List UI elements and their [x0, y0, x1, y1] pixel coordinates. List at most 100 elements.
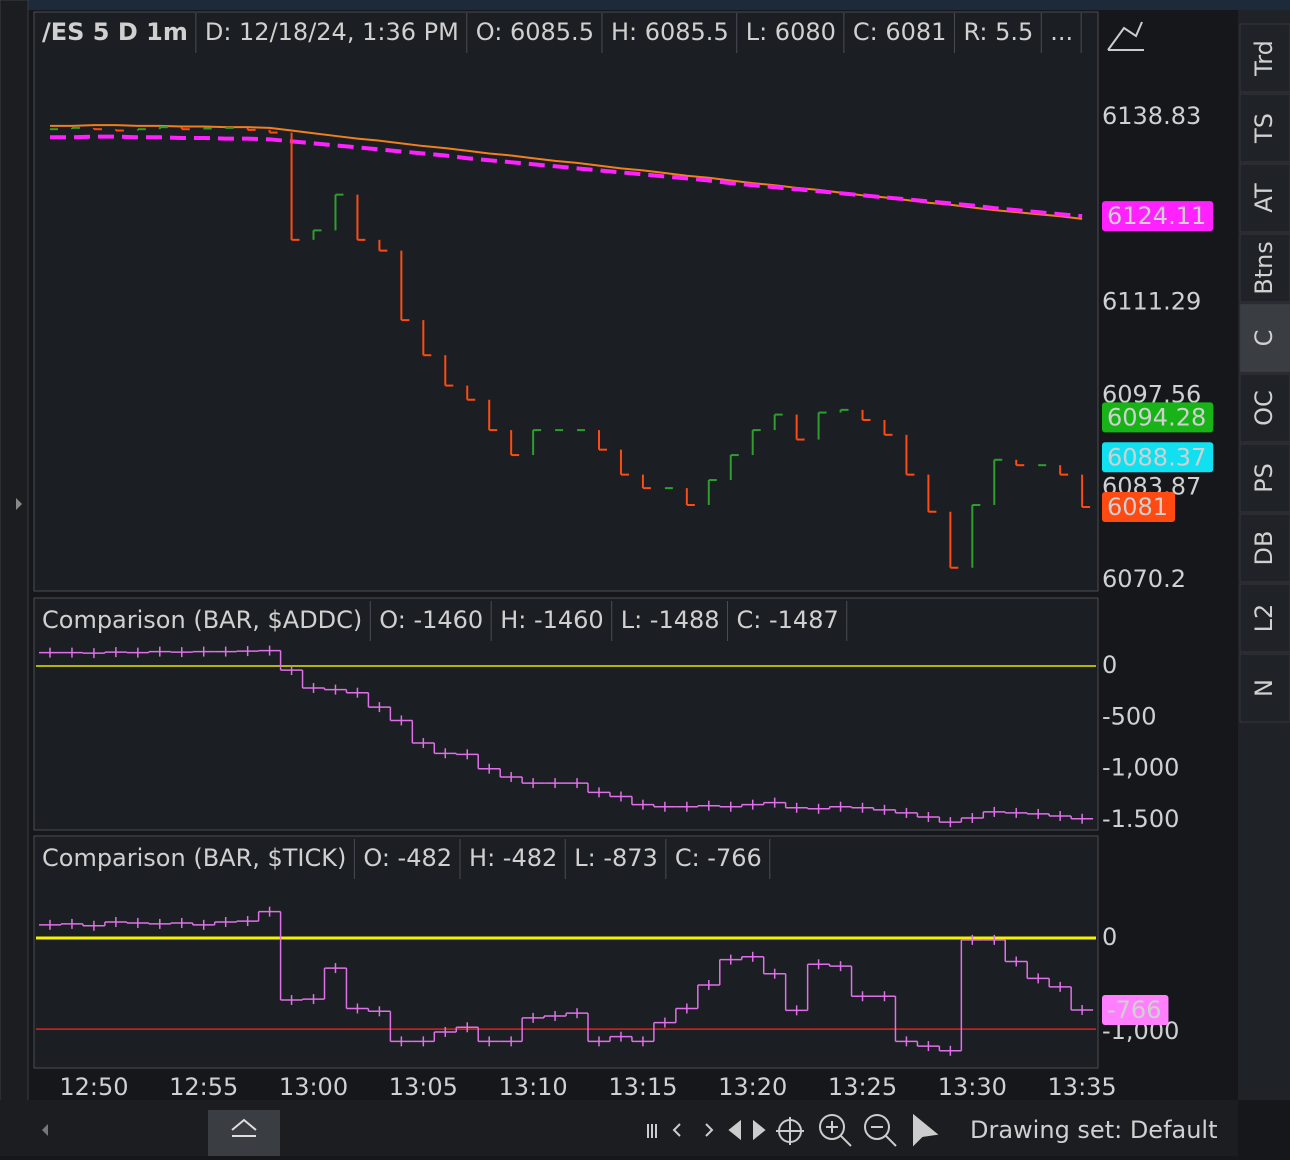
price-bar — [532, 429, 542, 456]
y-tick-label: 6070.2 — [1102, 565, 1186, 593]
side-tab[interactable] — [1239, 163, 1290, 233]
price-bar — [70, 126, 80, 130]
price-badge — [1102, 402, 1214, 433]
panel-field: O: -1460 — [379, 606, 483, 634]
price-bar — [1059, 465, 1069, 476]
price-bar — [1081, 474, 1091, 509]
price-bar — [92, 127, 102, 131]
x-tick-label: 12:50 — [59, 1073, 128, 1101]
right-icon[interactable] — [705, 1123, 714, 1137]
scroll-left[interactable] — [42, 1124, 48, 1136]
side-tab[interactable] — [1239, 303, 1290, 373]
expand-icon[interactable] — [728, 1119, 766, 1141]
price-bar — [751, 429, 761, 456]
jump-icon[interactable] — [231, 1118, 257, 1137]
price-bar — [180, 127, 190, 131]
side-tab[interactable] — [1239, 93, 1290, 163]
header-field: L: 6080 — [746, 18, 836, 46]
pointer-icon[interactable] — [913, 1113, 939, 1147]
price-badge — [1102, 492, 1176, 523]
top-strip — [0, 0, 1290, 10]
price-bar — [641, 474, 651, 490]
y-tick-label: -1,000 — [1102, 754, 1179, 782]
style-icon[interactable] — [1107, 21, 1144, 51]
x-tick-label: 13:00 — [279, 1073, 348, 1101]
price-bar — [598, 430, 607, 451]
price-badge — [1102, 994, 1169, 1025]
panel-field: O: -482 — [363, 844, 452, 872]
side-tab-label[interactable]: DB — [1250, 531, 1278, 566]
zoom-in-icon[interactable] — [819, 1114, 845, 1140]
price-bar — [510, 430, 520, 457]
side-tab[interactable] — [1239, 233, 1290, 303]
price-bar — [488, 399, 498, 432]
price-bar — [905, 434, 915, 476]
moving-average — [50, 134, 1083, 219]
side-tab-label[interactable]: Trd — [1250, 40, 1278, 77]
price-badge-label: -766 — [1107, 996, 1161, 1024]
nav-icons — [647, 1113, 939, 1147]
side-tab-label[interactable]: L2 — [1250, 604, 1278, 633]
side-tab-label[interactable]: C — [1250, 330, 1278, 347]
price-bar — [246, 127, 256, 131]
side-tab-label[interactable]: TS — [1250, 113, 1278, 144]
zoom-out-icon[interactable] — [864, 1114, 890, 1140]
x-tick-label: 13:25 — [828, 1073, 897, 1101]
side-tab[interactable] — [1239, 583, 1290, 653]
header-field: D: 12/18/24, 1:36 PM — [205, 18, 459, 46]
side-tab[interactable] — [1239, 513, 1290, 583]
grip-icon — [647, 1124, 657, 1138]
price-badge — [1102, 201, 1214, 232]
left-icon[interactable] — [672, 1123, 681, 1137]
x-tick-label: 13:30 — [938, 1073, 1007, 1101]
header-field: ... — [1050, 18, 1073, 46]
price-bar — [993, 458, 1003, 505]
bottom-toolbar — [0, 1100, 1238, 1156]
scroll-thumb[interactable] — [208, 1110, 280, 1156]
x-tick-label: 12:55 — [169, 1073, 238, 1101]
price-bar — [444, 355, 454, 387]
header-field: O: 6085.5 — [476, 18, 594, 46]
price-bar — [883, 419, 893, 436]
side-tab-label[interactable]: AT — [1250, 183, 1278, 213]
side-tab-label[interactable]: OC — [1250, 390, 1278, 426]
left-rail — [0, 0, 29, 1157]
price-bar — [202, 127, 212, 130]
side-tab[interactable] — [1239, 23, 1290, 93]
x-tick-label: 13:05 — [389, 1073, 458, 1101]
expand-arrow[interactable] — [16, 498, 22, 510]
side-tab[interactable] — [1239, 373, 1290, 443]
price-bar — [268, 129, 278, 134]
y-tick-label: 0 — [1102, 923, 1117, 951]
panel-title: Comparison (BAR, $TICK) — [42, 844, 346, 872]
side-tab-label[interactable]: N — [1250, 679, 1278, 697]
panel-field: C: -766 — [675, 844, 762, 872]
price-bar — [817, 411, 827, 440]
price-bar — [422, 320, 432, 357]
side-tab[interactable] — [1239, 653, 1290, 723]
x-tick-label: 13:20 — [718, 1073, 787, 1101]
price-badge-label: 6081 — [1107, 493, 1168, 521]
panel-field: L: -873 — [574, 844, 658, 872]
side-tab-label[interactable]: PS — [1250, 463, 1278, 493]
price-bar — [378, 239, 388, 252]
price-bar — [707, 479, 717, 505]
price-bar — [158, 126, 168, 130]
price-panel — [33, 11, 1099, 592]
panel-field: C: -1487 — [737, 606, 839, 634]
side-tab-label[interactable]: Btns — [1250, 241, 1278, 295]
header-field: R: 5.5 — [963, 18, 1033, 46]
price-bar — [356, 194, 366, 241]
price-bar — [224, 126, 234, 129]
x-tick-label: 13:15 — [608, 1073, 677, 1101]
addc-panel — [33, 597, 1099, 831]
side-tab[interactable] — [1239, 443, 1290, 513]
price-badge — [1102, 442, 1214, 473]
symbol: /ES 5 D 1m — [42, 18, 188, 46]
header-field: H: 6085.5 — [611, 18, 729, 46]
drawing-set[interactable]: Drawing set: Default — [970, 1116, 1218, 1144]
panel-field: H: -482 — [469, 844, 557, 872]
price-badge-label: 6088.37 — [1107, 443, 1206, 471]
